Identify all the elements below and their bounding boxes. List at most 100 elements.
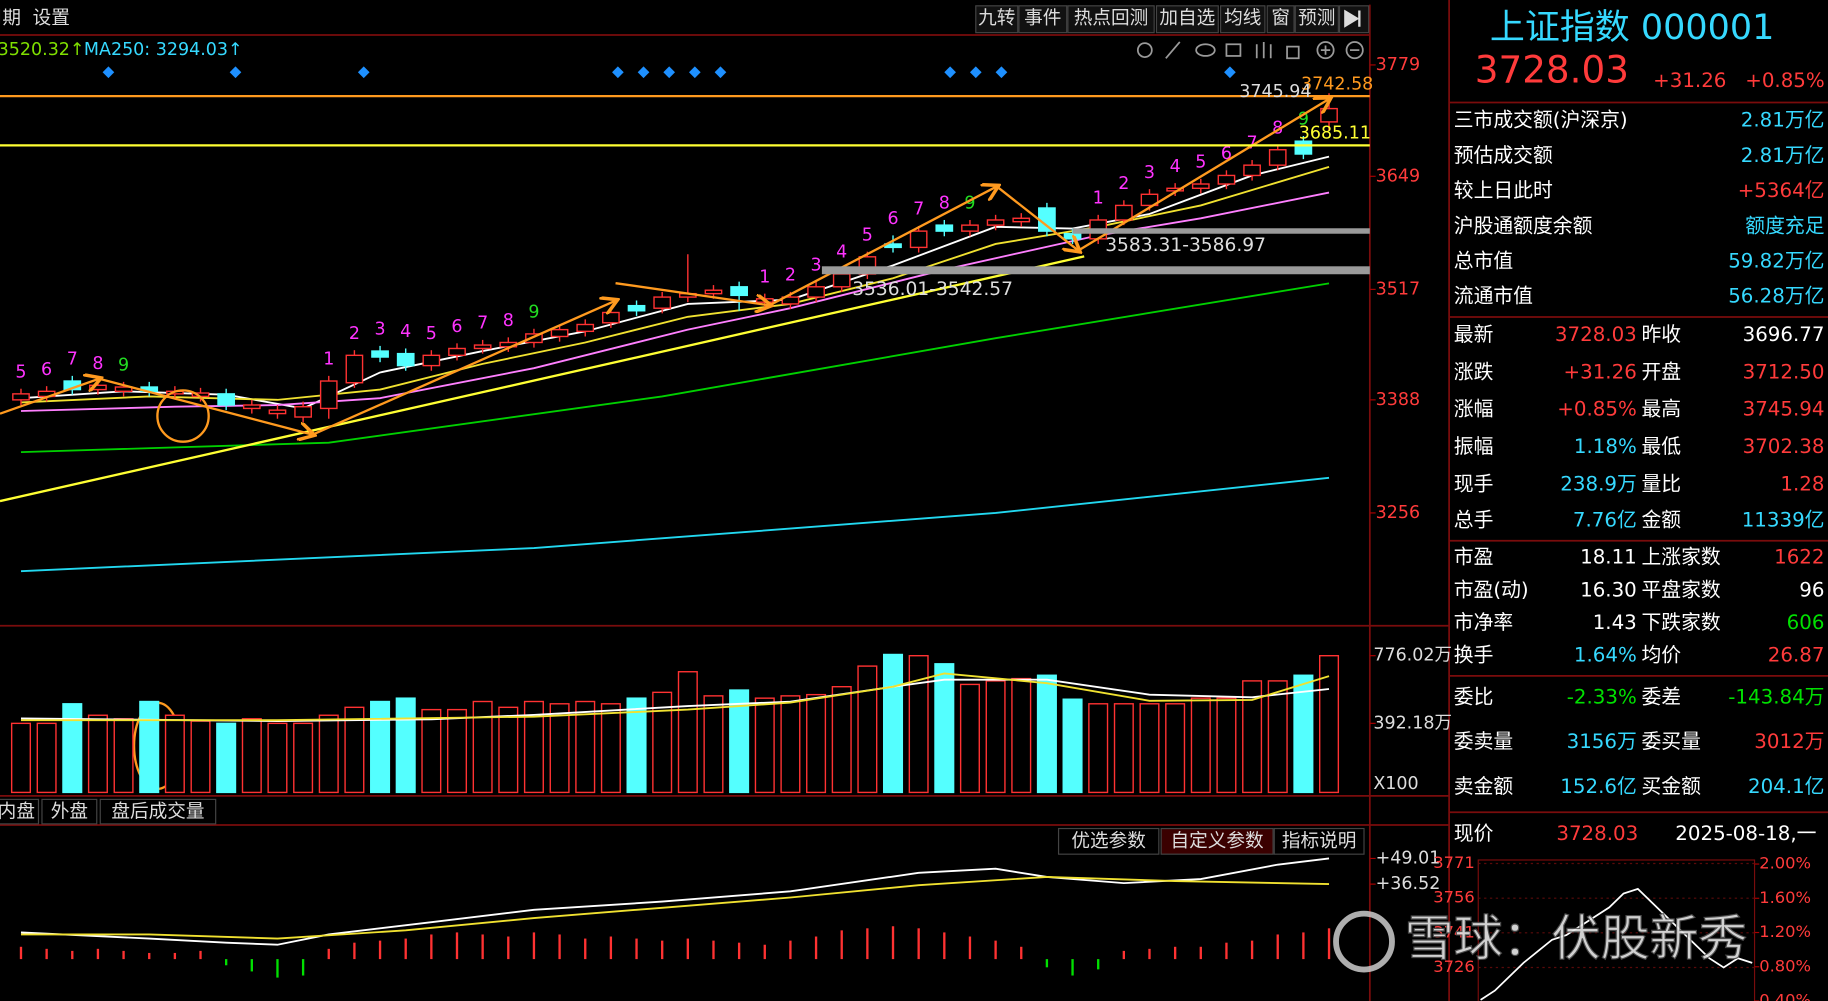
candle-body bbox=[1320, 107, 1338, 123]
candle-body bbox=[550, 328, 569, 338]
indicator-button[interactable]: 优选参数 bbox=[1071, 831, 1146, 852]
volume-bar bbox=[575, 700, 596, 794]
volume-bar bbox=[1088, 703, 1109, 794]
volume-bar bbox=[10, 722, 32, 794]
indicator-button-box[interactable] bbox=[1160, 827, 1274, 855]
toolbar-button-box[interactable] bbox=[1155, 5, 1219, 34]
quote-value: 1.28 bbox=[1780, 472, 1824, 495]
nine-turn-label: 3 bbox=[1144, 163, 1155, 183]
tab[interactable]: 内盘 bbox=[0, 802, 35, 823]
nine-turn-label: 5 bbox=[426, 324, 437, 344]
toolbar-button-box[interactable] bbox=[1266, 5, 1295, 34]
y-tick-label: +49.01 bbox=[1376, 848, 1441, 868]
toolbar-button[interactable]: 预测 bbox=[1298, 8, 1335, 29]
quote-label: 总市值 bbox=[1454, 249, 1513, 272]
event-marker bbox=[229, 66, 242, 79]
toolbar-button-box[interactable] bbox=[1018, 5, 1068, 34]
tab-box[interactable] bbox=[41, 798, 98, 825]
toolbar-button[interactable]: 均线 bbox=[1224, 8, 1261, 29]
quote-value: 3702.38 bbox=[1743, 435, 1825, 458]
volume-bar bbox=[549, 703, 570, 794]
quote-change: +31.26 bbox=[1653, 69, 1726, 92]
collapse-icon[interactable] bbox=[1344, 9, 1361, 28]
nine-turn-label: 3 bbox=[811, 255, 822, 275]
y-tick-label: +36.52 bbox=[1376, 874, 1441, 894]
candle-body bbox=[345, 354, 364, 384]
toolbar-button[interactable]: 窗 bbox=[1271, 8, 1290, 29]
candle-body bbox=[832, 273, 851, 288]
nine-turn-label: 5 bbox=[862, 225, 873, 245]
quote-label: 振幅 bbox=[1454, 435, 1494, 458]
candle-body bbox=[422, 354, 441, 367]
toolbar-button[interactable]: 设置 bbox=[33, 8, 70, 29]
quote-price: 3728.03 bbox=[1475, 48, 1629, 92]
indicator-button[interactable]: 指标说明 bbox=[1282, 831, 1357, 852]
candle-body bbox=[1038, 207, 1056, 232]
nine-turn-label: 6 bbox=[41, 360, 52, 380]
volume-bar bbox=[472, 700, 493, 794]
nine-turn-label: 9 bbox=[1298, 110, 1309, 130]
quote-label: 涨幅 bbox=[1454, 398, 1494, 421]
y2-tick-label: 2.00% bbox=[1759, 854, 1811, 873]
y-tick-label: 3741 bbox=[1433, 922, 1474, 941]
toolbar-button[interactable]: 加自选 bbox=[1159, 8, 1215, 29]
volume-bar bbox=[395, 697, 416, 794]
tab[interactable]: 盘后成交量 bbox=[111, 802, 204, 823]
event-marker bbox=[612, 66, 624, 79]
y-tick-label: 3771 bbox=[1433, 853, 1474, 872]
volume-bar bbox=[344, 706, 365, 794]
candle-body bbox=[627, 304, 646, 312]
quote-value: +0.85% bbox=[1557, 398, 1637, 421]
quote-label: 卖金额 bbox=[1454, 775, 1514, 798]
candle-body bbox=[448, 347, 466, 357]
ma-line bbox=[20, 282, 1330, 454]
high-label: 3745.94 bbox=[1239, 82, 1311, 102]
indicator-button-box[interactable] bbox=[1057, 827, 1160, 855]
indicator-button[interactable]: 自定义参数 bbox=[1171, 831, 1265, 852]
volume-bar bbox=[831, 686, 852, 794]
quote-label: 买金额 bbox=[1641, 775, 1701, 798]
volume-bar bbox=[652, 691, 673, 794]
intraday-price: 3728.03 bbox=[1556, 822, 1638, 845]
toolbar-button-box[interactable] bbox=[1294, 5, 1339, 34]
event-marker bbox=[714, 66, 727, 79]
y2-tick-label: 0.40% bbox=[1759, 991, 1811, 1001]
volume-bar bbox=[626, 697, 647, 794]
toolbar-button[interactable]: 事件 bbox=[1024, 8, 1061, 29]
watermark-logo bbox=[1333, 910, 1395, 973]
toolbar-button-box[interactable] bbox=[975, 5, 1019, 34]
quote-label: 预估成交额 bbox=[1454, 144, 1553, 167]
quote-label: 金额 bbox=[1641, 508, 1681, 531]
toolbar-button[interactable]: 九转 bbox=[978, 8, 1015, 29]
volume-bar bbox=[806, 693, 827, 794]
volume-bar bbox=[267, 722, 288, 794]
volume-bar bbox=[421, 708, 442, 794]
volume-bar bbox=[1062, 698, 1083, 794]
nine-turn-label: 2 bbox=[349, 324, 360, 344]
quote-label: 委比 bbox=[1454, 686, 1494, 709]
y-tick-label: 3756 bbox=[1433, 888, 1474, 907]
indicator-button-box[interactable] bbox=[1273, 827, 1365, 855]
tab-box[interactable] bbox=[99, 798, 217, 825]
quote-title: 上证指数 000001 bbox=[1490, 8, 1774, 48]
toolbar-button[interactable]: 热点回测 bbox=[1074, 8, 1149, 29]
price-level-label: 3742.58 bbox=[1301, 74, 1373, 94]
volume-bar bbox=[934, 663, 955, 794]
volume-bar bbox=[1267, 680, 1288, 794]
toolbar-button-box[interactable] bbox=[1067, 5, 1155, 34]
toolbar-button-box[interactable] bbox=[1220, 5, 1266, 34]
candle-body bbox=[935, 224, 954, 232]
tab[interactable]: 外盘 bbox=[51, 802, 88, 823]
toolbar-button[interactable]: 周期 bbox=[0, 8, 21, 29]
candle-body bbox=[473, 344, 492, 350]
intraday-date: 2025-08-18,一 bbox=[1675, 822, 1816, 845]
intraday-line bbox=[1480, 887, 1753, 1001]
volume-bar bbox=[318, 714, 339, 794]
quote-value: 3745.94 bbox=[1743, 398, 1825, 421]
y-tick-label: 3256 bbox=[1376, 503, 1420, 523]
quote-value: 3712.50 bbox=[1743, 360, 1825, 383]
tab-box[interactable] bbox=[0, 798, 40, 825]
nine-turn-label: 7 bbox=[67, 350, 78, 370]
y-tick-label: 3649 bbox=[1376, 166, 1420, 186]
intraday-plot bbox=[1480, 887, 1753, 1001]
